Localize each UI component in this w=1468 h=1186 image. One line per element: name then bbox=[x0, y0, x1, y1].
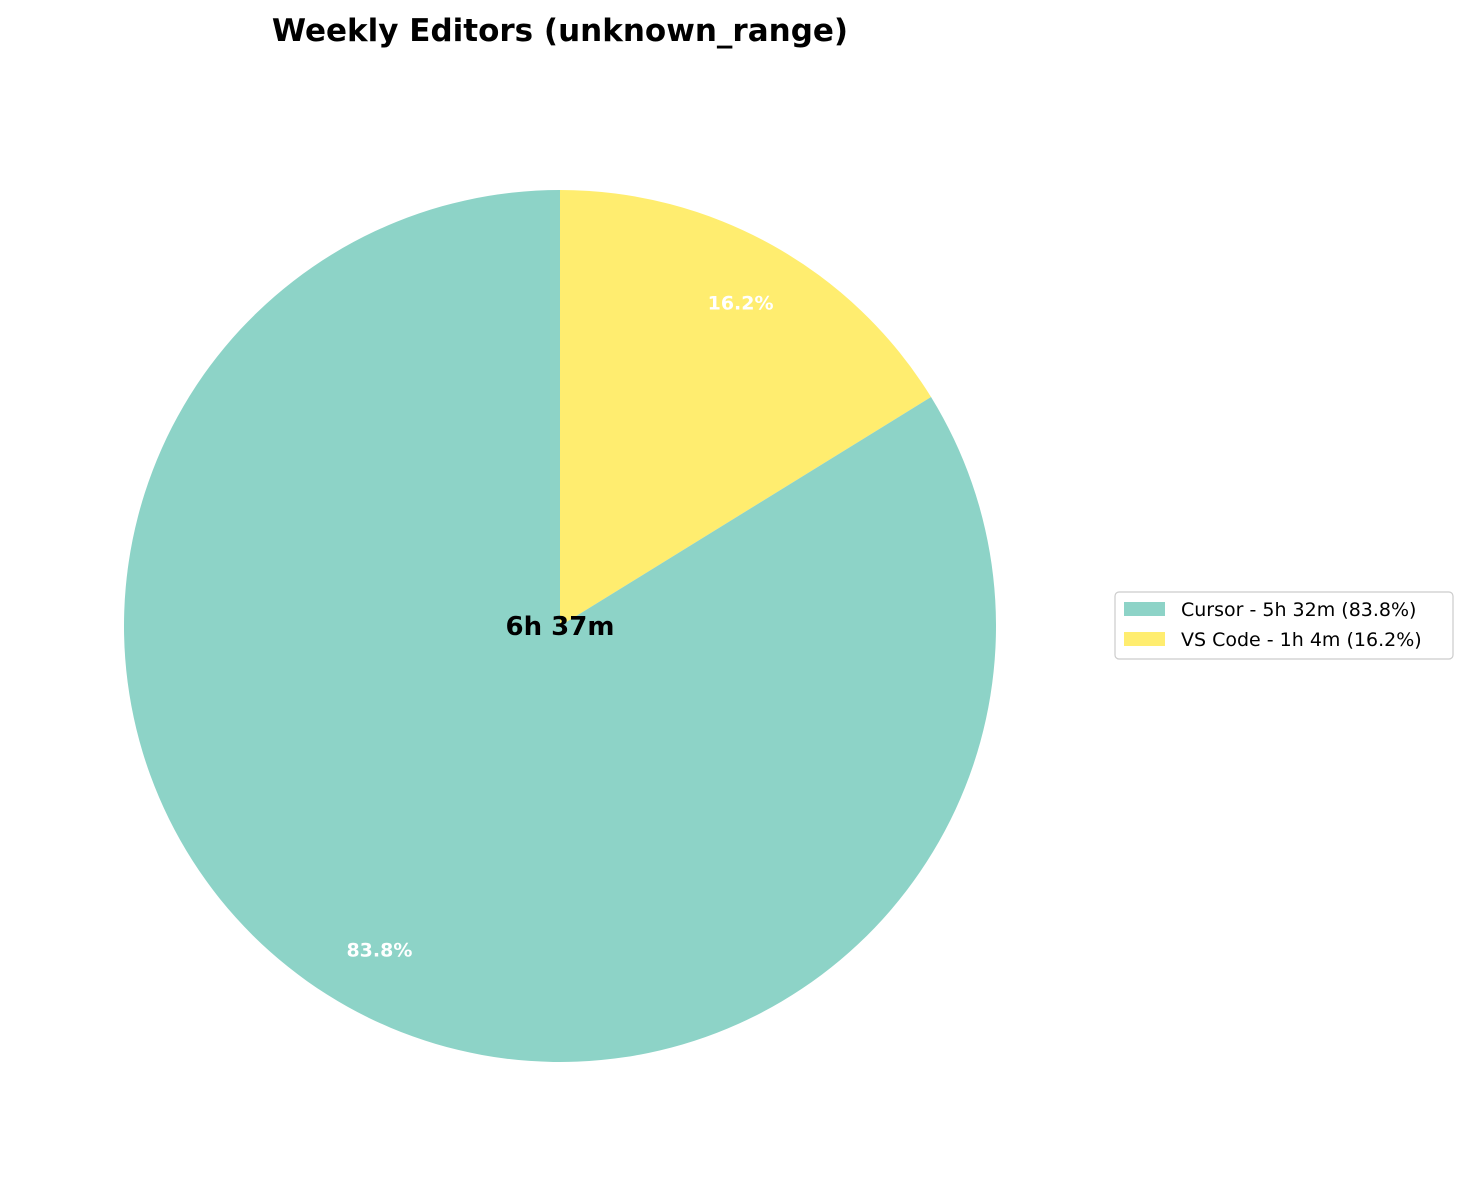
legend-entry-label: VS Code - 1h 4m (16.2%) bbox=[1181, 629, 1422, 651]
legend: Cursor - 5h 32m (83.8%) VS Code - 1h 4m (… bbox=[1114, 591, 1454, 660]
chart-title: Weekly Editors (unknown_range) bbox=[272, 13, 848, 49]
legend-frame bbox=[1114, 591, 1454, 660]
pie-slice-percent-label: 83.8% bbox=[346, 940, 412, 962]
legend-swatch bbox=[1124, 632, 1165, 646]
pie-slices bbox=[123, 190, 996, 1062]
pie-slice-cursor bbox=[123, 190, 996, 1062]
center-total-label: 6h 37m bbox=[506, 612, 615, 642]
pie-slice-percent-label: 16.2% bbox=[708, 292, 774, 314]
pie-percent-labels: 16.2% 83.8% bbox=[346, 292, 773, 961]
legend-swatch bbox=[1124, 602, 1165, 616]
legend-entry-label: Cursor - 5h 32m (83.8%) bbox=[1181, 599, 1416, 621]
pie-slice-vs-code bbox=[560, 190, 932, 626]
